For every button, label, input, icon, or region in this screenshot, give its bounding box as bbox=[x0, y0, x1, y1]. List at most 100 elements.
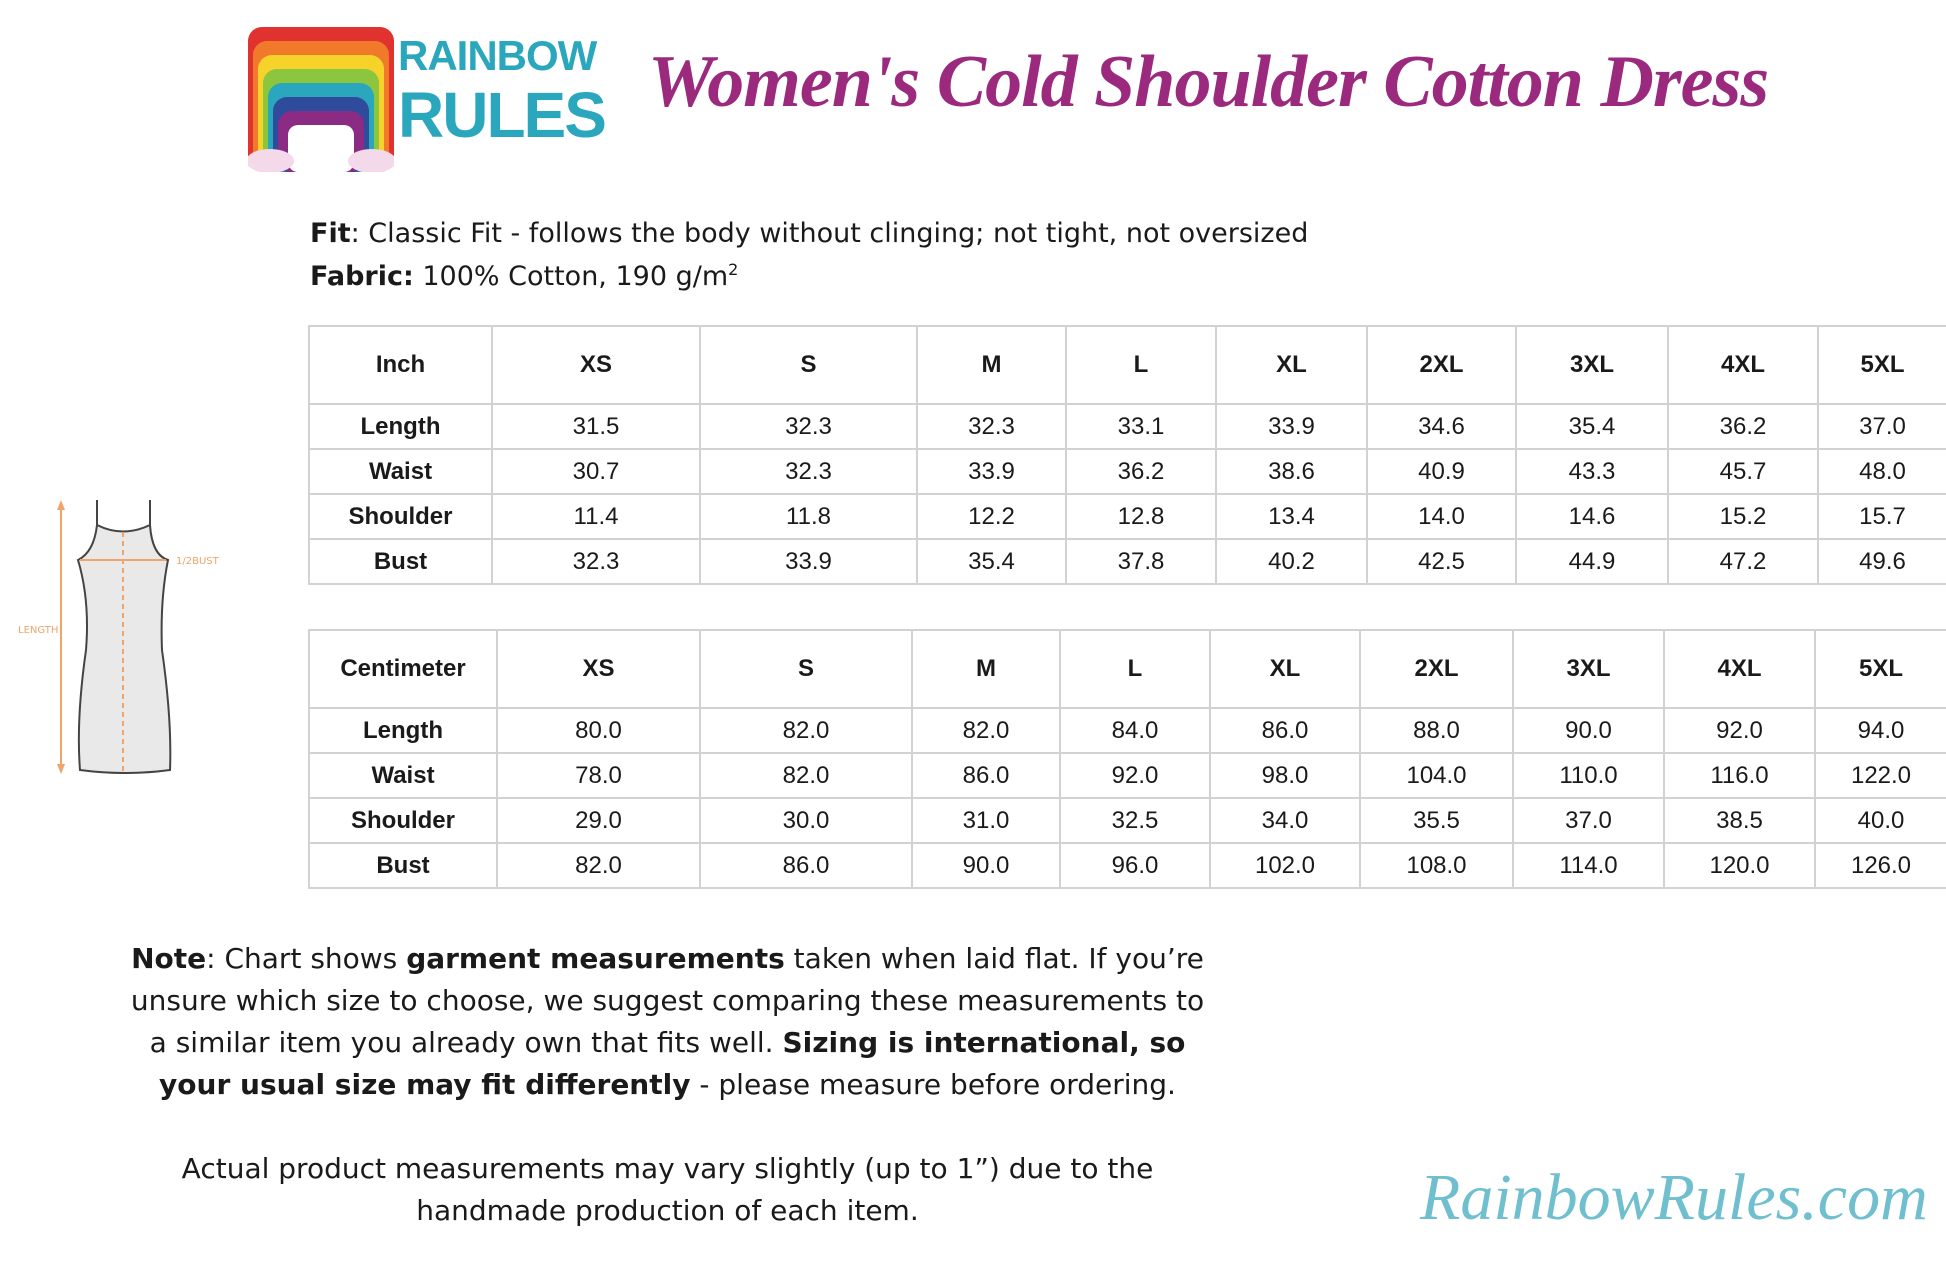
size-header: 5XL bbox=[1817, 325, 1946, 405]
measurement-cell: 32.3 bbox=[699, 448, 918, 495]
bust-label: 1/2BUST bbox=[176, 556, 220, 567]
note-text: - please measure before ordering. bbox=[690, 1068, 1176, 1101]
size-header: L bbox=[1065, 325, 1217, 405]
measurement-cell: 31.5 bbox=[491, 403, 701, 450]
measurement-cell: 38.5 bbox=[1663, 797, 1816, 844]
measurement-cell: 38.6 bbox=[1215, 448, 1368, 495]
note-label: Note bbox=[131, 942, 207, 975]
table-row: Bust 32.3 33.9 35.4 37.8 40.2 42.5 44.9 47.2 49.6 bbox=[308, 538, 1946, 585]
measurement-cell: 35.4 bbox=[916, 538, 1067, 585]
table-row: Shoulder 11.4 11.8 12.2 12.8 13.4 14.0 14.6 15.2… bbox=[308, 493, 1946, 540]
row-label: Length bbox=[308, 403, 493, 450]
measurement-cell: 126.0 bbox=[1814, 842, 1946, 889]
measurement-cell: 44.9 bbox=[1515, 538, 1669, 585]
measurement-cell: 104.0 bbox=[1359, 752, 1514, 799]
measurement-cell: 30.7 bbox=[491, 448, 701, 495]
rainbow-logo-icon bbox=[248, 27, 394, 172]
measurement-cell: 35.5 bbox=[1359, 797, 1514, 844]
measurement-cell: 40.2 bbox=[1215, 538, 1368, 585]
measurement-cell: 120.0 bbox=[1663, 842, 1816, 889]
dress-diagram: 1/2BUST LENGTH bbox=[18, 500, 220, 774]
measurement-cell: 33.9 bbox=[916, 448, 1067, 495]
table-row: Waist 30.7 32.3 33.9 36.2 38.6 40.9 43.3 45.7 48.… bbox=[308, 448, 1946, 495]
measurement-cell: 114.0 bbox=[1512, 842, 1665, 889]
measurement-cell: 33.9 bbox=[1215, 403, 1368, 450]
measurement-cell: 116.0 bbox=[1663, 752, 1816, 799]
measurement-cell: 32.3 bbox=[491, 538, 701, 585]
measurement-cell: 40.0 bbox=[1814, 797, 1946, 844]
measurement-cell: 80.0 bbox=[496, 707, 701, 754]
unit-header: Inch bbox=[308, 325, 493, 405]
site-logo: RainbowRules.com bbox=[1420, 1161, 1928, 1234]
measurement-cell: 33.9 bbox=[699, 538, 918, 585]
measurement-cell: 94.0 bbox=[1814, 707, 1946, 754]
logo-line1: RAINBOW bbox=[398, 32, 597, 79]
row-label: Length bbox=[308, 707, 498, 754]
size-header: 2XL bbox=[1359, 629, 1514, 709]
measurement-cell: 32.5 bbox=[1059, 797, 1211, 844]
note-text: : Chart shows bbox=[206, 942, 407, 975]
table-row: Bust 82.0 86.0 90.0 96.0 102.0 108.0 114.0 120.0… bbox=[308, 842, 1946, 889]
size-header: M bbox=[916, 325, 1067, 405]
measurement-cell: 92.0 bbox=[1059, 752, 1211, 799]
measurement-cell: 13.4 bbox=[1215, 493, 1368, 540]
note-bold: Sizing is international, so your usual s… bbox=[159, 1026, 1186, 1101]
size-header: XL bbox=[1215, 325, 1368, 405]
measurement-cell: 49.6 bbox=[1817, 538, 1946, 585]
size-header: 5XL bbox=[1814, 629, 1946, 709]
measurement-cell: 15.7 bbox=[1817, 493, 1946, 540]
measurement-cell: 34.6 bbox=[1366, 403, 1517, 450]
measurement-cell: 90.0 bbox=[911, 842, 1061, 889]
row-label: Waist bbox=[308, 752, 498, 799]
page-title: Women's Cold Shoulder Cotton Dress bbox=[648, 41, 1769, 123]
measurement-cell: 88.0 bbox=[1359, 707, 1514, 754]
note-text: taken when laid flat. If you’re unsure w… bbox=[130, 942, 1205, 1059]
measurement-cell: 82.0 bbox=[911, 707, 1061, 754]
measurement-cell: 96.0 bbox=[1059, 842, 1211, 889]
length-label: LENGTH bbox=[18, 625, 58, 636]
note-paragraph: Note: Chart shows garment measurements t… bbox=[130, 938, 1205, 1106]
measurement-cell: 33.1 bbox=[1065, 403, 1217, 450]
variance-note: Actual product measurements may vary sli… bbox=[181, 1152, 1154, 1227]
row-label: Shoulder bbox=[308, 493, 493, 540]
measurement-cell: 37.0 bbox=[1817, 403, 1946, 450]
size-header: 3XL bbox=[1512, 629, 1665, 709]
fabric-sup: 2 bbox=[728, 260, 739, 279]
fit-label: Fit bbox=[310, 218, 351, 249]
measurement-cell: 12.8 bbox=[1065, 493, 1217, 540]
measurement-cell: 11.8 bbox=[699, 493, 918, 540]
note-bold: garment measurements bbox=[406, 942, 785, 975]
row-label: Waist bbox=[308, 448, 493, 495]
measurement-cell: 86.0 bbox=[911, 752, 1061, 799]
measurement-cell: 122.0 bbox=[1814, 752, 1946, 799]
size-header: XL bbox=[1209, 629, 1361, 709]
header-row: Centimeter XS S M L XL 2XL 3XL 4XL 5XL bbox=[308, 629, 1946, 709]
measurement-cell: 86.0 bbox=[699, 842, 913, 889]
measurement-cell: 98.0 bbox=[1209, 752, 1361, 799]
measurement-cell: 40.9 bbox=[1366, 448, 1517, 495]
size-header: 4XL bbox=[1663, 629, 1816, 709]
measurement-cell: 48.0 bbox=[1817, 448, 1946, 495]
measurement-cell: 42.5 bbox=[1366, 538, 1517, 585]
measurement-cell: 37.8 bbox=[1065, 538, 1217, 585]
measurement-cell: 36.2 bbox=[1065, 448, 1217, 495]
measurement-cell: 108.0 bbox=[1359, 842, 1514, 889]
header-row: Inch XS S M L XL 2XL 3XL 4XL 5XL bbox=[308, 325, 1946, 405]
measurement-cell: 37.0 bbox=[1512, 797, 1665, 844]
table-row: Waist 78.0 82.0 86.0 92.0 98.0 104.0 110.0 116.0… bbox=[308, 752, 1946, 799]
measurement-cell: 14.0 bbox=[1366, 493, 1517, 540]
measurement-cell: 92.0 bbox=[1663, 707, 1816, 754]
measurement-cell: 32.3 bbox=[916, 403, 1067, 450]
measurement-cell: 15.2 bbox=[1667, 493, 1819, 540]
table-row: Length 80.0 82.0 82.0 84.0 86.0 88.0 90.0 92.0 94… bbox=[308, 707, 1946, 754]
size-header: XS bbox=[496, 629, 701, 709]
measurement-cell: 78.0 bbox=[496, 752, 701, 799]
fabric-text: 100% Cotton, 190 g/m bbox=[413, 261, 729, 292]
measurement-cell: 90.0 bbox=[1512, 707, 1665, 754]
row-label: Bust bbox=[308, 538, 493, 585]
measurement-cell: 29.0 bbox=[496, 797, 701, 844]
logo-line2: RULES bbox=[398, 79, 607, 151]
measurement-cell: 31.0 bbox=[911, 797, 1061, 844]
measurement-cell: 43.3 bbox=[1515, 448, 1669, 495]
size-header: 2XL bbox=[1366, 325, 1517, 405]
